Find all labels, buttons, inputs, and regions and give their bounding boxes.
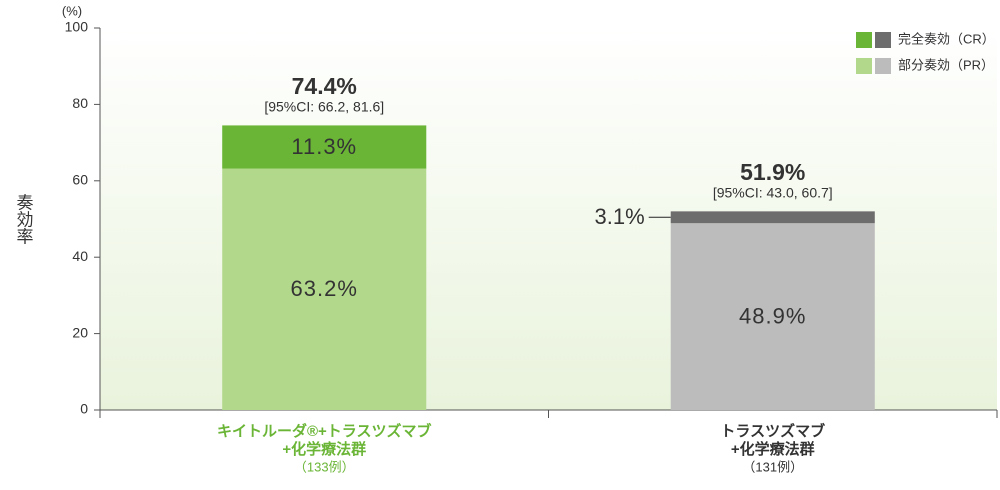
y-tick-label: 60	[72, 172, 88, 188]
total-label: 51.9%	[740, 159, 805, 185]
x-tick-label: キイトルーダ®+トラスツズマブ	[217, 422, 432, 440]
legend-swatch	[856, 32, 872, 48]
y-tick-label: 80	[72, 95, 88, 111]
y-tick-label: 100	[65, 19, 89, 35]
legend-label: 完全奏効（CR）	[898, 31, 995, 46]
legend-swatch	[875, 58, 891, 74]
total-label: 74.4%	[292, 73, 357, 99]
bar-segment	[670, 223, 875, 410]
x-tick-label: （131例）	[742, 459, 803, 474]
value-label: 63.2%	[291, 276, 358, 301]
bar-segment	[222, 125, 427, 169]
value-label: 48.9%	[739, 303, 806, 328]
ci-label: [95%CI: 43.0, 60.7]	[713, 184, 833, 200]
y-tick-label: 40	[72, 248, 88, 264]
x-tick-label: （133例）	[294, 459, 355, 474]
value-label: 11.3%	[291, 134, 357, 159]
legend-swatch	[856, 58, 872, 74]
bar-segment	[222, 168, 427, 410]
ci-label: [95%CI: 66.2, 81.6]	[264, 98, 384, 114]
x-tick-label: +化学療法群	[731, 440, 815, 458]
y-tick-label: 0	[80, 401, 88, 417]
x-tick-label: トラスツズマブ	[720, 422, 825, 440]
legend-swatch	[875, 32, 891, 48]
y-unit: (%)	[62, 3, 82, 18]
y-axis-label: 奏効率	[14, 193, 34, 244]
y-tick-label: 20	[72, 324, 88, 340]
value-label: 3.1%	[595, 204, 645, 229]
bar-segment	[670, 211, 875, 224]
legend-label: 部分奏効（PR）	[898, 57, 994, 72]
x-tick-label: +化学療法群	[282, 440, 366, 458]
